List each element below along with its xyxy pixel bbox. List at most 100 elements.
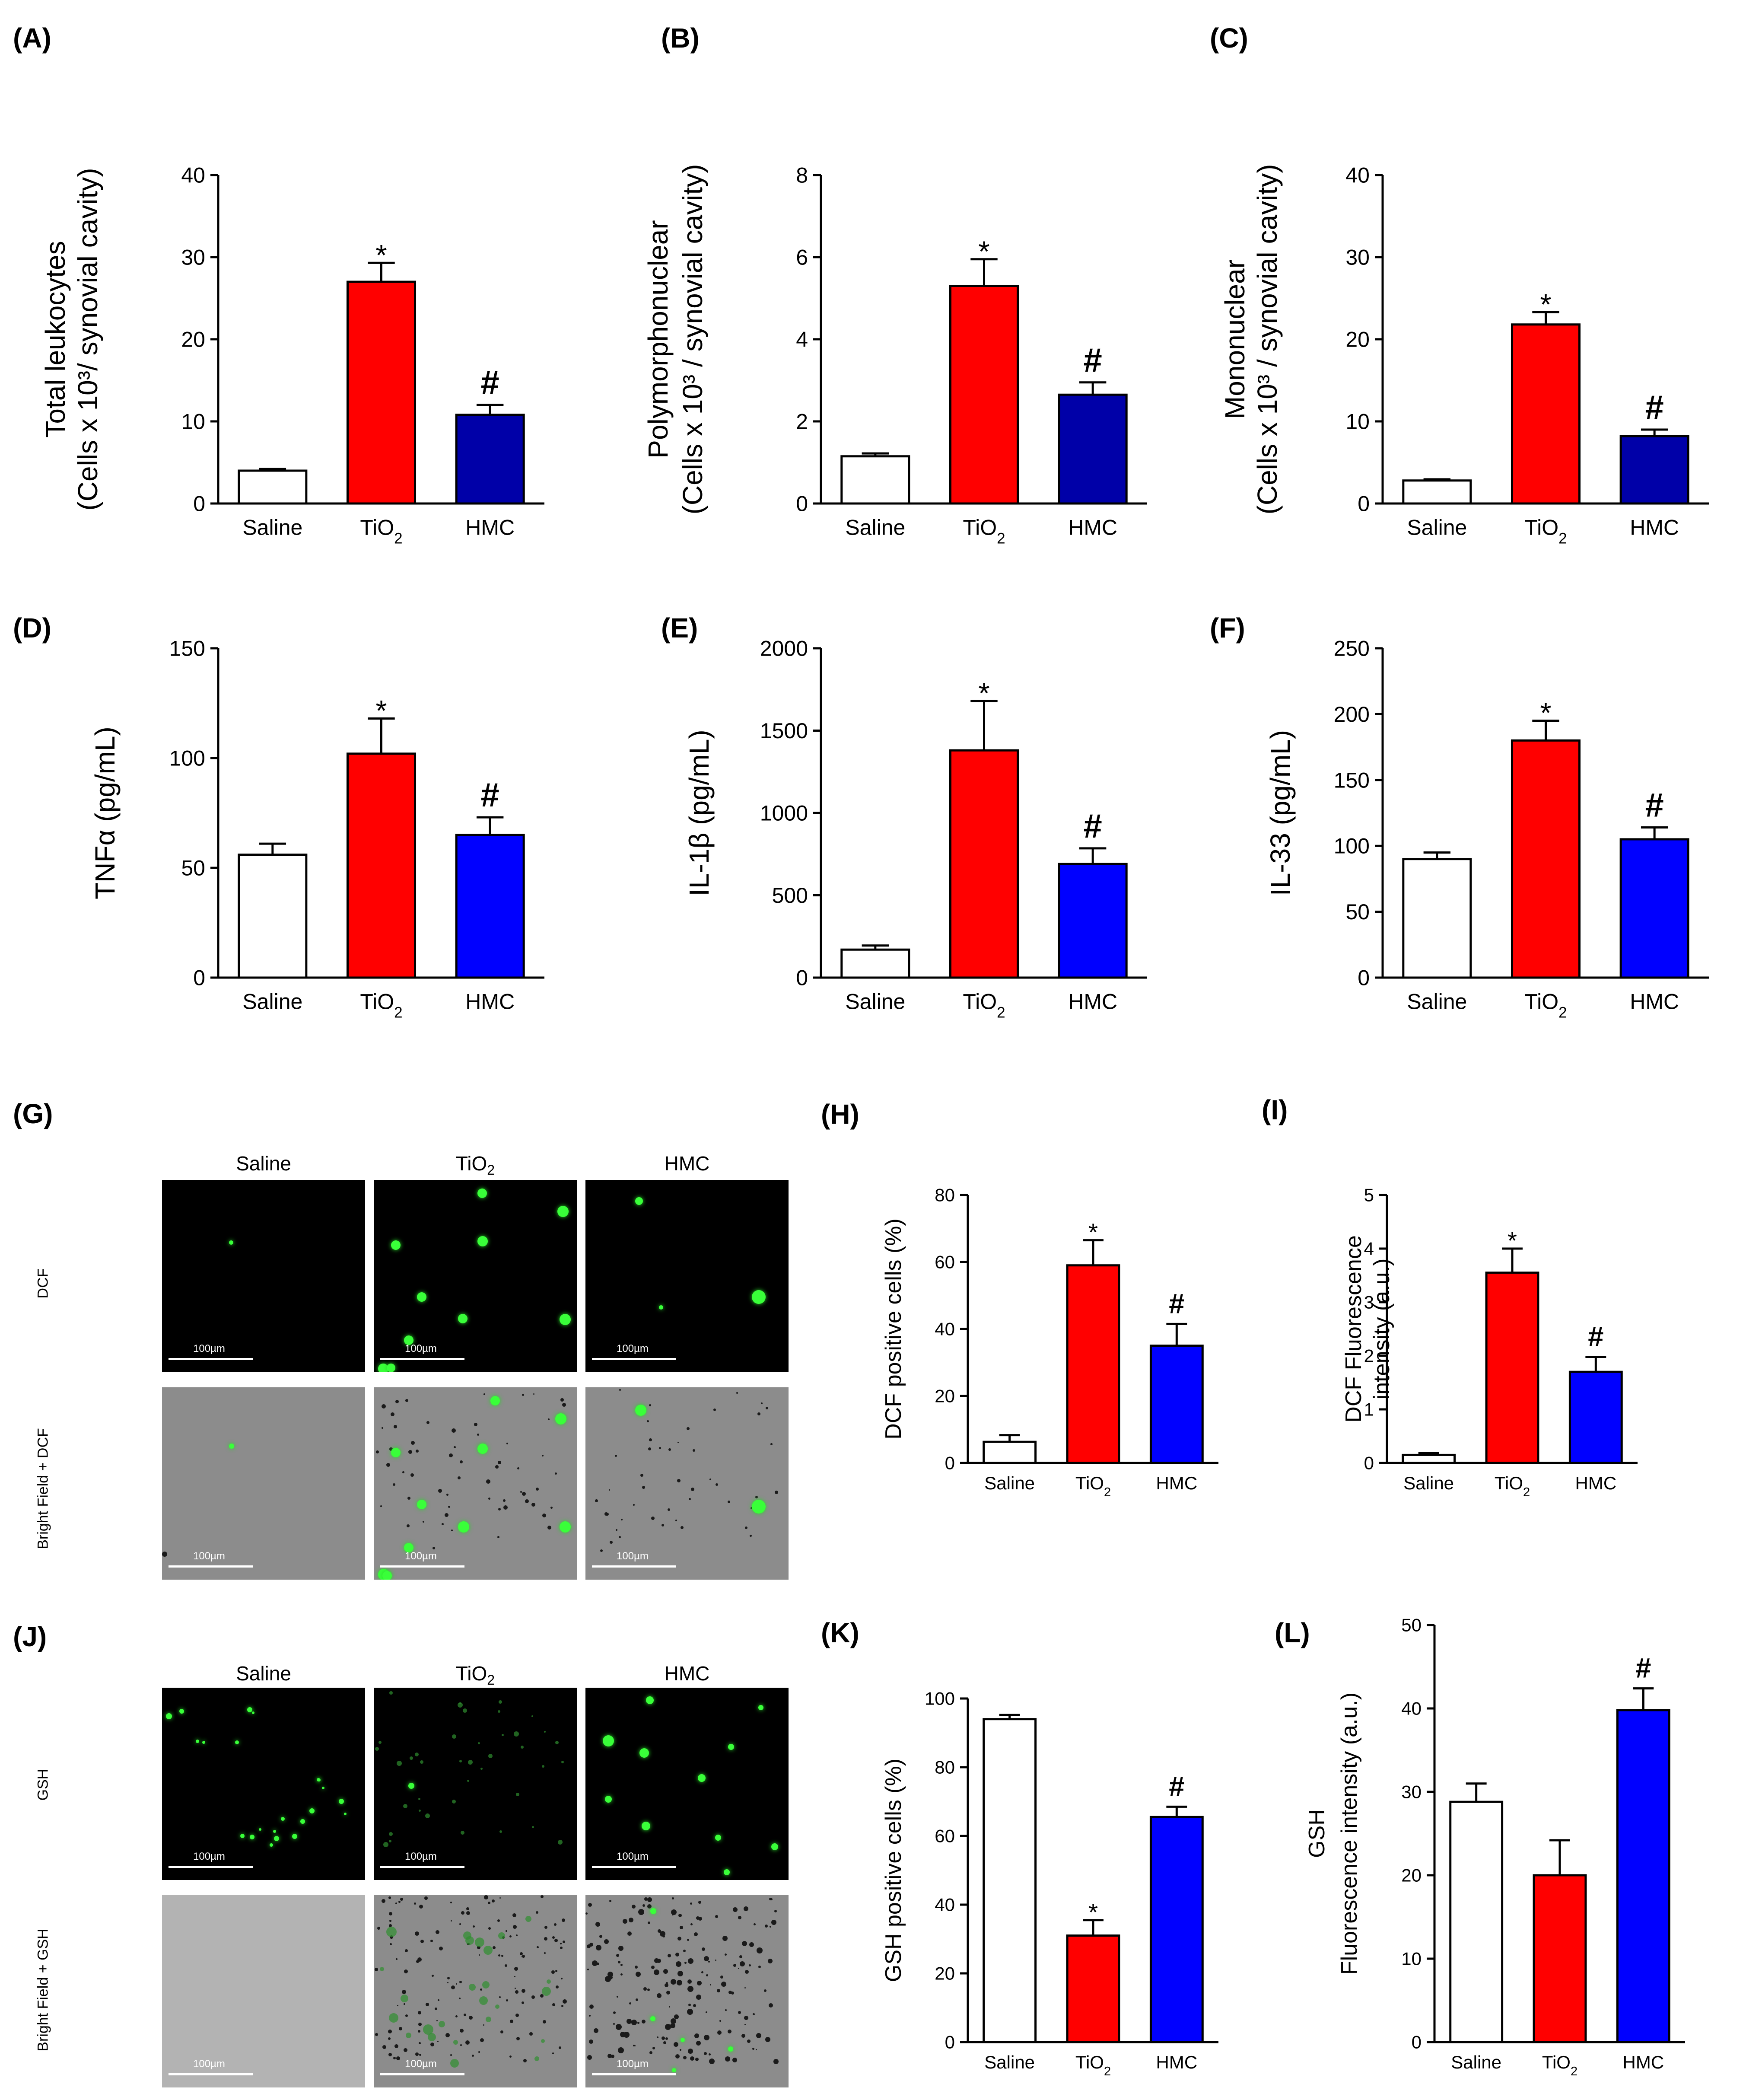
cell-speck	[738, 1916, 741, 1919]
cell-speck	[742, 1941, 747, 1946]
cell-speck	[389, 1920, 391, 1922]
x-tick-label-K-0: Saline	[984, 2052, 1035, 2072]
y-tick-label-D: 100	[169, 746, 205, 771]
bar-E-saline	[840, 948, 910, 979]
cell-speck	[445, 1513, 448, 1517]
fluorescent-cell	[240, 1834, 245, 1838]
cell-speck	[671, 2018, 676, 2024]
cell-speck	[407, 1497, 410, 1500]
micrograph-J-bright-tio2: 100µm	[374, 1895, 577, 2087]
cell-speck	[548, 1418, 550, 1420]
cell-speck	[654, 1969, 659, 1975]
fluorescent-cell	[417, 1500, 426, 1509]
cell-speck	[498, 1461, 501, 1464]
cell-haze	[534, 2056, 539, 2061]
y-tick-label-B: 8	[796, 163, 808, 188]
cell-speck	[713, 1408, 716, 1411]
cell-speck	[755, 1496, 758, 1498]
cell-speck	[544, 1937, 547, 1941]
y-label-1-B: Polymorphonuclear	[642, 220, 674, 458]
panel-label-L: (L)	[1275, 1617, 1310, 1648]
fluorescent-cell	[752, 1500, 766, 1514]
cell-speck	[638, 1909, 644, 1915]
cell-speck	[728, 2030, 731, 2033]
cell-speck	[483, 2024, 484, 2026]
cell-speck	[433, 1547, 435, 1549]
fluorescent-cell	[646, 1696, 654, 1704]
cell-haze	[542, 1765, 544, 1768]
cell-speck	[523, 2059, 527, 2062]
cell-speck	[652, 2047, 655, 2049]
cell-speck	[665, 1983, 668, 1987]
cell-speck	[552, 1936, 555, 1939]
scale-bar	[169, 1866, 253, 1868]
cell-speck	[633, 2045, 635, 2046]
cell-speck	[405, 1949, 408, 1952]
fluorescent-cell	[196, 1740, 199, 1743]
cell-speck	[618, 1946, 623, 1951]
cell-speck	[677, 1937, 681, 1941]
y-label-2-A: (Cells x 10³/ synovial cavity)	[72, 168, 103, 510]
cell-speck	[775, 1491, 778, 1494]
scale-bar	[169, 1358, 253, 1360]
cell-speck	[402, 1471, 404, 1473]
cell-speck	[389, 1912, 392, 1915]
cell-speck	[657, 1959, 661, 1963]
scale-bar-label: 100µm	[193, 1343, 225, 1354]
annotation-E-1: *	[978, 677, 989, 710]
cell-speck	[497, 1536, 499, 1538]
cell-speck	[635, 1966, 638, 1969]
cell-speck	[382, 2045, 386, 2049]
scale-bar	[169, 1565, 253, 1568]
cell-speck	[376, 1450, 379, 1453]
panel-label-H: (H)	[821, 1099, 859, 1130]
cell-speck	[728, 1991, 732, 1994]
cell-speck	[522, 2001, 524, 2004]
cell-speck	[732, 2058, 737, 2062]
cell-speck	[649, 2051, 652, 2054]
cell-speck	[529, 2032, 533, 2036]
fluorescent-cell	[404, 1543, 413, 1552]
cell-speck	[744, 2016, 748, 2020]
cell-speck	[426, 2003, 429, 2006]
y-tick-label-I: 0	[1364, 1453, 1374, 1473]
cell-speck	[437, 2041, 439, 2042]
cell-speck	[451, 1985, 455, 1989]
bar-D-hmc	[455, 834, 525, 979]
fluorescent-cell	[477, 1444, 488, 1454]
cell-speck	[419, 2042, 421, 2044]
cell-haze	[389, 1832, 393, 1836]
cell-speck	[738, 2011, 741, 2014]
y-label-2-H: DCF positive cells (%)	[881, 1218, 906, 1439]
y-tick-label-F: 100	[1334, 834, 1370, 858]
fluorescent-cell	[560, 1314, 571, 1325]
cell-speck	[388, 1896, 391, 1899]
cell-haze	[498, 1710, 500, 1713]
x-tick-label-I-2: HMC	[1575, 1473, 1617, 1493]
cell-speck	[477, 1434, 479, 1436]
x-tick-label-I-0: Saline	[1403, 1473, 1454, 1493]
cell-speck	[389, 1924, 392, 1927]
cell-speck	[415, 1931, 419, 1936]
fluorescent-cell	[378, 1364, 388, 1372]
cell-speck	[761, 1402, 763, 1404]
gsh-row-title-0: GSH	[35, 1769, 51, 1801]
cell-speck	[687, 1427, 690, 1430]
scale-bar-label: 100µm	[617, 2058, 649, 2070]
y-tick-label-K: 20	[935, 1963, 955, 1984]
cell-speck	[531, 1503, 535, 1507]
cell-speck	[516, 1934, 518, 1936]
cell-speck	[704, 2035, 709, 2040]
bar-E-tio2	[949, 749, 1019, 979]
x-tick-label-A-0: Saline	[242, 516, 302, 540]
cell-speck	[416, 1450, 419, 1453]
cell-haze	[452, 1800, 456, 1804]
cell-speck	[466, 1907, 469, 1910]
scale-bar	[380, 1358, 464, 1360]
bar-F-tio2	[1511, 739, 1581, 979]
annotation-K-2: #	[1169, 1770, 1184, 1802]
cell-speck	[640, 1474, 643, 1477]
cell-speck	[611, 2055, 614, 2058]
micrograph-J-gsh-tio2: 100µm	[374, 1688, 577, 1880]
bar-A-hmc	[455, 414, 525, 505]
